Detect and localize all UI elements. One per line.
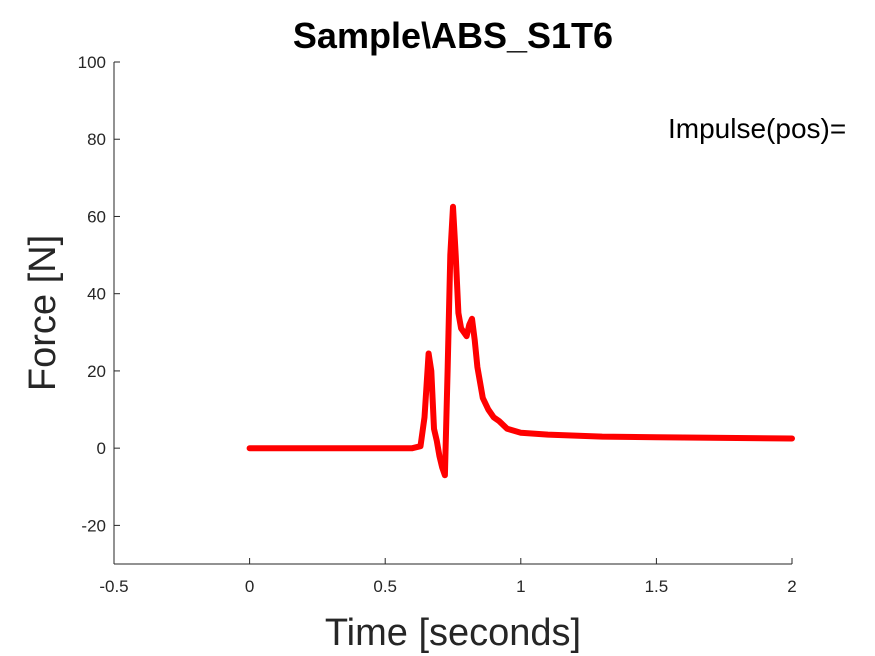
y-tick-label: 60 [87, 207, 106, 226]
y-tick-label: -20 [81, 516, 106, 535]
x-tick-label: -0.5 [99, 577, 128, 596]
chart-title: Sample\ABS_S1T6 [293, 15, 613, 56]
x-tick-label: 2 [787, 577, 796, 596]
axes-layer [113, 62, 792, 565]
y-tick-label: 80 [87, 130, 106, 149]
impulse-annotation: Impulse(pos)= [668, 113, 846, 144]
force-series-line [246, 203, 795, 479]
ticks-layer: -0.5 0 0.5 1 1.5 2 -20 0 20 40 60 80 100 [78, 53, 797, 596]
series-layer [246, 203, 795, 479]
x-tick-label: 1 [516, 577, 525, 596]
x-axis-label: Time [seconds] [325, 612, 581, 654]
x-tick-label: 1.5 [645, 577, 669, 596]
y-tick-label: 0 [97, 439, 106, 458]
y-axis-label: Force [N] [22, 235, 64, 391]
x-tick-label: 0 [245, 577, 254, 596]
y-tick-label: 100 [78, 53, 106, 72]
y-tick-label: 40 [87, 285, 106, 304]
y-tick-label: 20 [87, 362, 106, 381]
x-tick-label: 0.5 [373, 577, 397, 596]
